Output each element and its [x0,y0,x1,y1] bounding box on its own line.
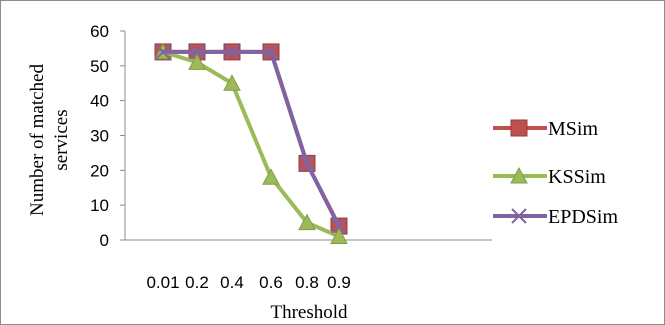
legend-label: MSim [548,118,598,140]
y-axis-title-line1: Number of matched [27,64,48,216]
y-tick-labels: 0 10 20 30 40 50 60 [90,22,125,250]
x-tick-labels: 0.01 0.2 0.4 0.6 0.8 0.9 [146,273,350,292]
data-point-epdsim [331,218,347,234]
legend-marker [510,166,528,184]
series-msim [154,43,348,235]
legend-label: KSSim [548,166,606,188]
data-point-epdsim [263,44,279,60]
legend-item-msim: MSim [493,118,598,140]
data-point-kssim [223,74,241,91]
series-layer [154,42,348,245]
data-point-epdsim [155,44,171,60]
series-line-msim [161,49,341,229]
data-point-kssim [188,53,206,70]
series-line-kssim [161,49,341,239]
y-tick-label: 20 [90,161,109,180]
series-kssim [154,42,348,245]
y-axis-title-line2: services [51,109,72,170]
y-tick-label: 50 [90,57,109,76]
legend-marker [511,208,527,224]
axes [124,31,492,241]
y-tick-label: 10 [90,196,109,215]
x-tick-label: 0.01 [146,273,179,292]
legend-item-epdsim: EPDSim [493,206,618,228]
series-line-epdsim [161,49,341,229]
legend: MSim KSSim EPDSim [493,118,618,228]
y-tick-label: 30 [90,127,109,146]
legend-label: EPDSim [548,206,618,228]
x-tick-label: 0.8 [295,273,319,292]
data-point-kssim [330,227,348,245]
x-tick-label: 0.4 [220,273,244,292]
series-epdsim [155,44,347,234]
legend-marker [510,119,528,137]
data-point-kssim [298,213,316,231]
x-tick-label: 0.2 [185,273,209,292]
y-tick-label: 0 [100,231,109,250]
data-point-kssim [262,168,280,185]
y-tick-label: 40 [90,92,109,111]
data-point-epdsim [224,44,240,60]
x-tick-label: 0.6 [259,273,283,292]
data-point-epdsim [189,44,205,60]
x-axis-title: Threshold [270,302,348,323]
data-point-epdsim [299,155,315,172]
x-tick-label: 0.9 [327,273,351,292]
y-tick-label: 60 [90,22,109,41]
legend-item-kssim: KSSim [493,166,606,188]
